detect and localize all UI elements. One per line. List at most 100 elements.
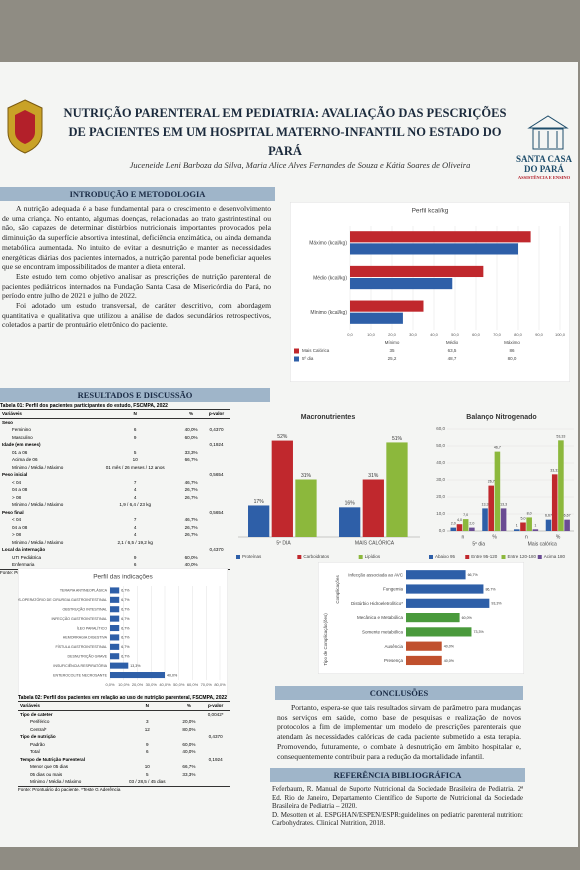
table-cell xyxy=(177,756,202,764)
reference: Feferbaum, R. Manual de Suporte Nutricio… xyxy=(272,785,523,811)
legend-label: Entre 120-180 xyxy=(508,554,537,559)
table-row: Mínimo / Média / Máximo 1,9 / 6,4 / 23 kg xyxy=(0,501,230,509)
x-tick-label: 80,0% xyxy=(214,682,226,687)
value-label: 6,7% xyxy=(121,654,130,658)
table-value: 63,5 xyxy=(448,348,457,353)
table-cell xyxy=(179,441,203,449)
table-value: 35 xyxy=(389,348,395,353)
table-cell xyxy=(177,733,202,741)
table-cell: 33,3% xyxy=(184,449,198,455)
table-cell: > 08 xyxy=(12,532,22,537)
legend-swatch xyxy=(358,555,363,559)
table-cell: 26,7% xyxy=(184,524,198,530)
table-row: Masculino 9 60,0% xyxy=(0,434,230,442)
chart-title: Perfil das indicações xyxy=(93,574,153,581)
legend-label: 5º dia xyxy=(302,356,314,361)
bar xyxy=(406,598,490,608)
chart-title: Macronutrientes xyxy=(301,414,356,421)
table-cell xyxy=(201,741,230,749)
table-cell xyxy=(177,710,202,718)
table-cell xyxy=(179,464,203,472)
table-cell xyxy=(118,733,177,741)
section-heading: REFERÊNCIA BIBLIOGRÁFICA xyxy=(270,768,525,782)
table-cell xyxy=(203,531,230,539)
y-tick-label: OBSTRUÇÃO INTESTINAL xyxy=(62,606,107,611)
table-row: < 04 7 46,7% xyxy=(0,479,230,487)
table-cell: 6 xyxy=(145,749,149,754)
value-label: 66,7% xyxy=(468,573,479,577)
authors: Juceneide Leni Barboza da Silva, Maria A… xyxy=(129,160,471,170)
table-cell: 60,0% xyxy=(182,741,196,747)
table-row: Central* 12 80,0% xyxy=(18,726,230,734)
x-tick-label: 80,0 xyxy=(514,332,523,337)
column-header: % xyxy=(179,409,203,419)
value-label: 40,0% xyxy=(444,645,455,649)
table-cell xyxy=(91,509,179,517)
table-cell: 80,0% xyxy=(182,726,196,732)
column-header: % xyxy=(176,701,202,711)
bar xyxy=(110,653,120,660)
table-cell: 7 xyxy=(133,517,137,522)
value-label: 31% xyxy=(301,473,312,479)
value-label: 4,0 xyxy=(457,518,462,522)
column-header: p-valor xyxy=(201,701,230,711)
x-tick-label: 40,0 xyxy=(430,332,439,337)
table-cell: Acima de 06 xyxy=(12,457,38,462)
value-label: 2,0 xyxy=(451,522,456,526)
table-cell: 12 xyxy=(144,726,150,732)
table-row: Peso final 0,5654 xyxy=(0,509,230,517)
table-source: Fonte: Prontuário do paciente. *Teste G … xyxy=(18,786,121,792)
value-label: 6,7% xyxy=(121,607,130,611)
table-cell xyxy=(203,464,230,472)
reference: D. Mesotten et al. ESPGHAN/ESPEN/ESPR:gu… xyxy=(272,810,523,828)
bar xyxy=(110,643,120,650)
table-cell xyxy=(203,516,230,524)
column-header: Variáveis xyxy=(18,701,118,711)
table-row: Mínimo / Média / Máximo 03 / 28,5 / 45 di… xyxy=(18,778,230,787)
table-row: Acima de 06 10 66,7% xyxy=(0,456,230,464)
table-cell: Sexo xyxy=(2,419,13,425)
table-cell xyxy=(91,546,179,554)
table-cell: Tempo de Nutrição Parenteral xyxy=(20,756,86,762)
table-1: Tabela 01: Perfil dos pacientes particip… xyxy=(0,403,230,575)
header-row: Variáveis N% p-valor xyxy=(18,701,230,711)
legend-label: Acima 180 xyxy=(544,554,566,559)
value-label: 86,7% xyxy=(485,587,496,591)
table-row: Sexo xyxy=(0,418,230,426)
x-tick-label: 60,0% xyxy=(187,682,199,687)
table-cell: 66,7% xyxy=(184,457,198,462)
legend-swatch xyxy=(294,356,299,362)
table-cell: 10 xyxy=(132,457,138,462)
x-tick-label: 50,0% xyxy=(173,682,185,687)
table-cell xyxy=(118,710,177,718)
table-cell: 0,1924 xyxy=(209,442,224,447)
table-cell: < 04 xyxy=(12,517,22,522)
legend-label: Mais Calórica xyxy=(302,348,330,353)
table-cell: 1,9 / 6,4 / 23 kg xyxy=(119,502,152,507)
table-row: Padrão 9 60,0% xyxy=(18,741,230,749)
bar xyxy=(462,519,469,531)
table-cell xyxy=(203,456,230,464)
table-cell: 2,1 / 6,5 / 19,2 kg xyxy=(117,539,153,545)
table-cell: 3 xyxy=(145,719,149,724)
logo-name: SANTA CASA DO PARÁ xyxy=(515,154,573,174)
table-cell xyxy=(201,726,230,734)
y-tick-label: FÍSTULA GASTROINTESTINAL xyxy=(55,645,107,649)
table-row: 05 dias ou mais 5 33,3% xyxy=(18,771,230,779)
value-label: 53,33 xyxy=(556,434,565,438)
legend-swatch xyxy=(294,348,299,354)
y-tick-label: 10,0 xyxy=(436,511,445,516)
bar xyxy=(110,672,165,679)
table-row: < 04 7 46,7% xyxy=(0,516,230,524)
table-cell: Feminino xyxy=(12,427,31,432)
bar xyxy=(513,529,520,531)
value-label: 46,7 xyxy=(494,446,501,450)
y-tick-label: ENTEROCOLITE NECROSANTE xyxy=(53,673,108,677)
table-cell: Mínimo / Média / Máximo xyxy=(18,778,118,787)
table-cell xyxy=(201,778,230,787)
crest-icon xyxy=(7,99,43,154)
table-cell: 0,4370 xyxy=(209,547,224,552)
legend-swatch xyxy=(297,555,302,559)
bar xyxy=(406,584,484,594)
table: Variáveis N% p-valor Sexo Feminino 6 40,0% 0,43… xyxy=(0,409,230,570)
